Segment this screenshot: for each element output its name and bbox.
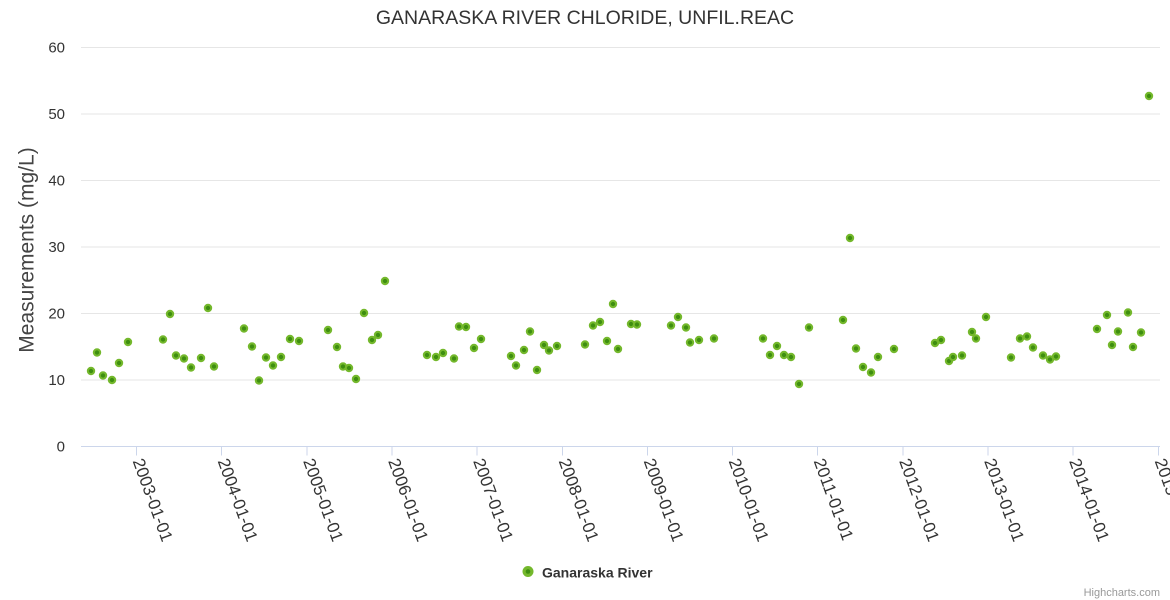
svg-text:GANARASKA RIVER CHLORIDE, UNFI: GANARASKA RIVER CHLORIDE, UNFIL.REAC <box>376 7 794 29</box>
svg-text:2005-01-01: 2005-01-01 <box>299 456 347 544</box>
svg-text:Ganaraska River: Ganaraska River <box>542 565 653 581</box>
svg-text:20: 20 <box>48 306 65 323</box>
svg-text:2008-01-01: 2008-01-01 <box>555 456 603 544</box>
svg-text:2011-01-01: 2011-01-01 <box>810 456 857 543</box>
svg-text:2012-01-01: 2012-01-01 <box>895 456 943 544</box>
svg-text:0: 0 <box>57 439 65 456</box>
svg-text:2003-01-01: 2003-01-01 <box>129 456 177 544</box>
svg-text:Highcharts.com: Highcharts.com <box>1084 587 1160 599</box>
svg-text:Measurements (mg/L): Measurements (mg/L) <box>16 147 39 352</box>
svg-text:30: 30 <box>48 239 65 256</box>
svg-text:2015-01-01: 2015-01-01 <box>1151 456 1170 544</box>
svg-text:50: 50 <box>48 106 65 123</box>
svg-text:2006-01-01: 2006-01-01 <box>384 456 432 544</box>
svg-text:10: 10 <box>48 372 65 389</box>
svg-text:2004-01-01: 2004-01-01 <box>214 456 262 544</box>
svg-text:2007-01-01: 2007-01-01 <box>469 456 517 544</box>
svg-text:60: 60 <box>48 40 65 57</box>
svg-text:2010-01-01: 2010-01-01 <box>725 456 773 544</box>
svg-text:2013-01-01: 2013-01-01 <box>980 456 1028 544</box>
svg-text:2009-01-01: 2009-01-01 <box>640 456 688 544</box>
svg-text:40: 40 <box>48 173 65 190</box>
svg-text:2014-01-01: 2014-01-01 <box>1065 456 1113 544</box>
